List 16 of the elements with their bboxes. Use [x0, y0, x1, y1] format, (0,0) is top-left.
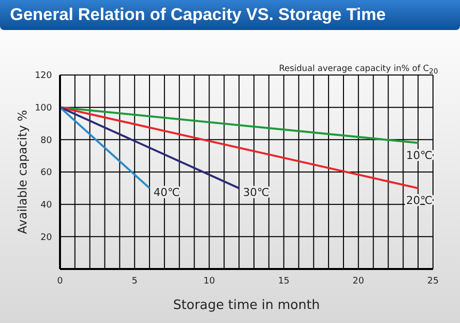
y-tick-label: 20 [40, 232, 52, 243]
y-tick-label: 40 [40, 200, 52, 211]
x-tick-label: 10 [203, 276, 216, 286]
x-tick-label: 5 [132, 276, 138, 286]
annotation: Residual average capacity in% of C$_{20}$ [278, 64, 438, 76]
x-tick-label: 15 [278, 276, 290, 286]
y-axis-title: Available capacity % [15, 110, 30, 234]
x-axis-title: Storage time in month [173, 298, 320, 313]
y-tick-label: 120 [34, 71, 52, 82]
x-tick-label: 25 [427, 276, 439, 286]
y-tick-label: 80 [40, 136, 52, 146]
chart-title: General Relation of Capacity VS. Storage Time [0, 0, 460, 30]
x-tick-label: 0 [57, 276, 64, 286]
y-tick-label: 100 [34, 104, 52, 114]
y-tick-label: 60 [40, 168, 52, 178]
x-tick-label: 20 [352, 276, 364, 286]
